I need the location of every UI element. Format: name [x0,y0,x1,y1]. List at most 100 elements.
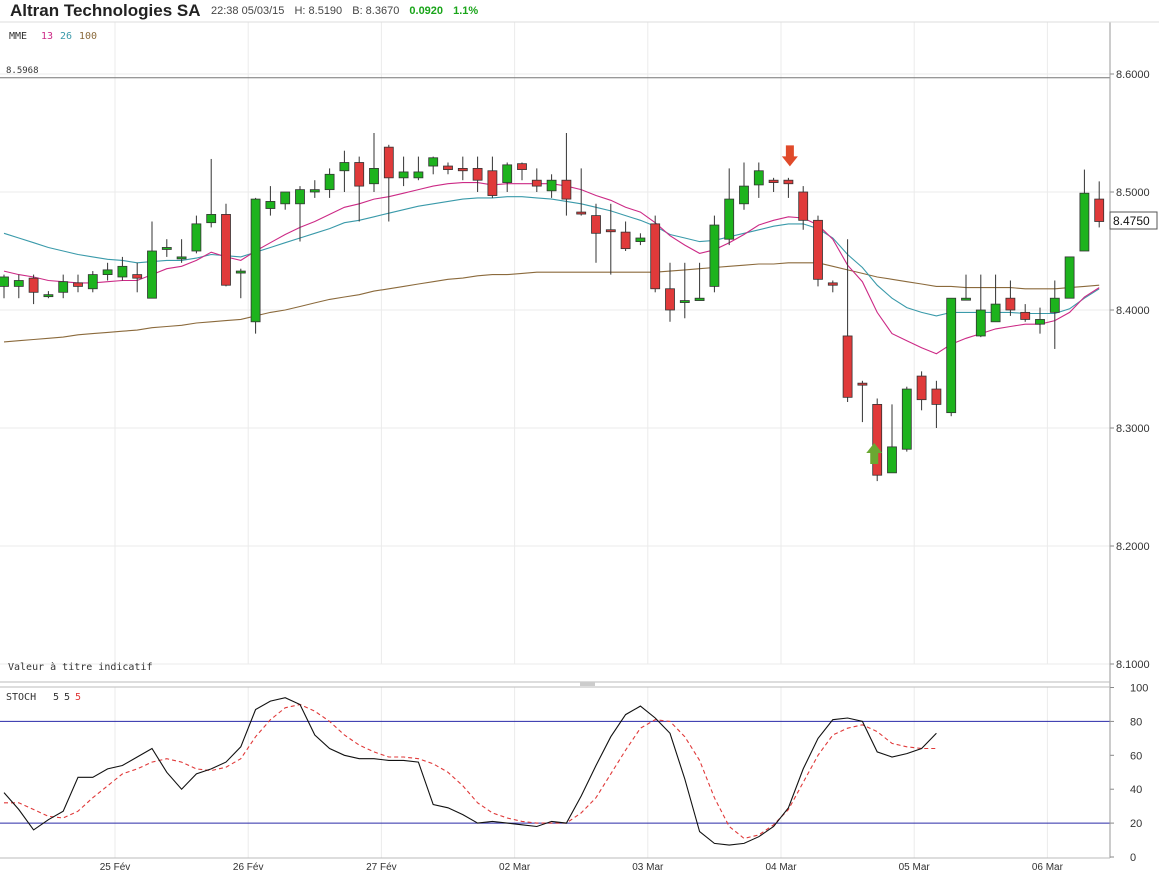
panel-frames [0,21,1159,859]
instrument-title: Altran Technologies SA [10,1,201,20]
candle-body-down [517,163,527,170]
candle [694,262,705,301]
candle [457,156,468,181]
candle-body-down [561,179,572,200]
stoch-tick-label: 0 [1130,852,1136,864]
candle-body-down [443,165,453,170]
quote-datetime: 22:38 05/03/15 [211,5,285,17]
candle [1005,280,1016,316]
candle-body-up [753,170,764,186]
stochastic-lines [3,697,937,846]
stoch-k-line [3,697,937,846]
candle-body-up [295,189,305,205]
axis-labels: 25 Fév 26 Fév 27 Fév 02 Mar 03 Mar 04 Mar 05 M… [100,69,1150,873]
y-tick-label: 8.5000 [1116,187,1150,199]
candle-body-down [383,146,394,179]
candle [191,215,202,254]
candle-body-up [1064,256,1075,299]
candle-body-up [280,191,291,205]
candle [990,274,1001,323]
chart-header: Altran Technologies SA 22:38 05/03/15 H:… [0,0,1159,22]
y-tick-label: 8.1000 [1116,659,1150,671]
candle-body-up [265,201,276,209]
current-price-tag: 8.4750 [1109,211,1158,230]
candle-body-down [487,170,498,196]
candle-body-up [13,280,24,287]
reference-line-label: 8.5968 [6,66,39,76]
candle [591,203,601,263]
ema100-legend: 100 [79,31,97,42]
quote-bid: B: 8.3670 [352,5,400,17]
candle-body-up [1049,297,1060,313]
candle-body-up [975,309,986,337]
candle [295,186,305,242]
candle-body-up [694,297,705,301]
x-tick-label: 04 Mar [765,862,797,873]
candle [472,156,483,192]
candle [147,221,157,299]
candle-body-up [887,446,897,474]
candle-body-up [161,247,172,250]
candle [0,274,9,299]
footnote: Valeur à titre indicatif [8,661,153,673]
candle [709,215,720,293]
candle [753,162,764,198]
stoch-param-3: 5 [75,692,81,703]
panel-resize-handle[interactable] [580,682,595,686]
candle [354,156,365,222]
candle [665,262,675,322]
candle-body-up [724,198,735,240]
candle-body-down [931,388,942,405]
candle [250,197,261,334]
candle-body-up [413,171,424,179]
candle-body-down [28,277,39,293]
candle-body-down [665,288,675,311]
candle [280,191,291,210]
stoch-tick-label: 40 [1130,784,1142,796]
stoch-tick-label: 80 [1130,716,1142,728]
candle [443,162,453,175]
candle [857,380,868,423]
candle-body-up [369,167,379,185]
ema-legend-label: MME [9,31,27,42]
candle-body-up [502,164,513,183]
x-tick-label: 05 Mar [899,862,931,873]
candle [161,239,172,257]
candle [650,215,661,293]
candle-body-down [132,274,143,279]
candle [517,162,527,181]
candle [739,162,749,210]
candle [1064,256,1075,299]
candle [872,398,883,482]
candle [620,221,631,251]
candle-body-up [961,297,971,301]
candle-body-down [576,211,587,215]
candle [73,274,83,293]
y-tick-label: 8.3000 [1116,423,1150,435]
candle [309,180,320,198]
candle [576,168,587,216]
candle [13,274,24,299]
candle-body-down [620,231,631,250]
candle-body-down [221,214,231,286]
candle [768,177,779,192]
x-tick-label: 06 Mar [1032,862,1064,873]
candle-body-up [1079,192,1090,252]
candle-body-up [176,256,187,260]
buy-arrow-icon [866,442,883,464]
stoch-tick-label: 100 [1130,683,1148,695]
candle [842,239,853,403]
stoch-tick-label: 20 [1130,818,1142,830]
candle [235,268,246,299]
quote-change: 0.0920 [409,5,444,17]
candle [176,239,187,263]
candle-body-up [117,265,128,278]
candle-body-up [206,214,217,224]
candle [1035,307,1045,334]
current-price-label: 8.4750 [1113,214,1150,228]
candle-body-down [1094,198,1105,222]
candle [117,256,128,281]
stoch-legend-label: STOCH [6,692,36,703]
candle [605,203,616,275]
candle-body-down [650,223,661,290]
